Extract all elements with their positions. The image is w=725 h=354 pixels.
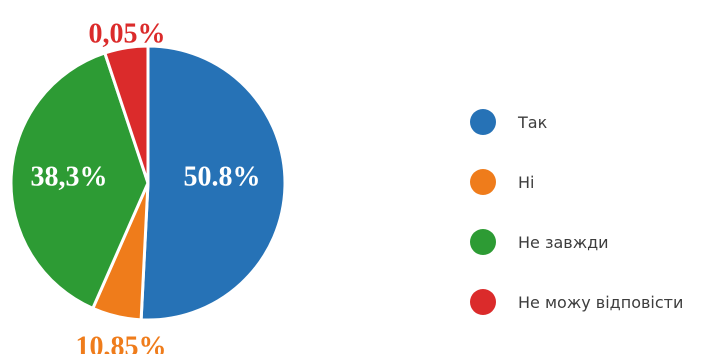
slice-data-label: 10,85% xyxy=(76,331,167,354)
legend-item[interactable]: Так xyxy=(470,92,725,152)
slice-data-label: 38,3% xyxy=(31,161,108,192)
legend-swatch xyxy=(470,229,496,255)
legend-label: Не завжди xyxy=(518,232,609,252)
legend-label: Так xyxy=(518,112,548,132)
legend: Так Ні Не завжди Не можу відповісти xyxy=(470,92,725,332)
pie-slice[interactable] xyxy=(9,51,150,310)
legend-swatch xyxy=(470,109,496,135)
pie-chart: 50.8% 10,85% 38,3% 0,05% xyxy=(9,18,287,354)
legend-label: Ні xyxy=(518,172,535,192)
legend-item[interactable]: Не можу відповісти xyxy=(470,272,725,332)
legend-item[interactable]: Ні xyxy=(470,152,725,212)
legend-item[interactable]: Не завжди xyxy=(470,212,725,272)
legend-label: Не можу відповісти xyxy=(518,292,684,312)
slice-data-label: 50.8% xyxy=(184,161,261,192)
pie-slice[interactable] xyxy=(103,44,150,185)
legend-swatch xyxy=(470,289,496,315)
slice-data-label: 0,05% xyxy=(89,18,166,49)
legend-swatch xyxy=(470,169,496,195)
pie-slice[interactable] xyxy=(139,44,287,322)
